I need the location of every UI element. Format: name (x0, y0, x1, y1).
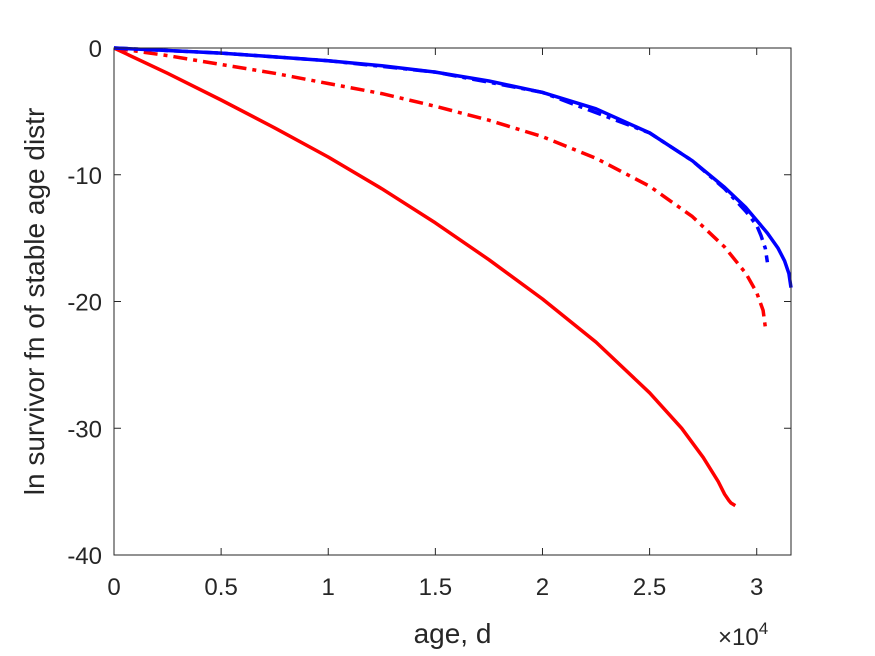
y-tick-label: -10 (67, 163, 102, 190)
series-line-4 (113, 46, 770, 263)
series-layer (113, 46, 793, 508)
x-axis-exponent: ×104 (718, 619, 768, 651)
y-tick-label: -20 (67, 290, 102, 317)
x-axis-exponent-power: 4 (759, 619, 768, 638)
x-tick-label: 1.5 (419, 574, 452, 601)
series-line-1 (113, 46, 737, 508)
x-tick-label: 2.5 (633, 574, 666, 601)
x-axis-exponent-base: ×10 (718, 624, 759, 651)
y-tick-label: -30 (67, 416, 102, 443)
x-tick-label: 0.5 (204, 574, 237, 601)
y-tick-label: -40 (67, 543, 102, 570)
y-tick-label: 0 (89, 36, 102, 63)
series-line-3 (113, 46, 793, 288)
tick-layer: 0 0.5 1 1.5 2 2.5 3 0 -10 -20 -30 -40 (67, 36, 791, 601)
x-tick-label: 1 (322, 574, 335, 601)
x-tick-label: 2 (536, 574, 549, 601)
x-tick-label: 3 (750, 574, 763, 601)
y-axis-label: ln survivor fn of stable age distr (19, 108, 50, 496)
series-line-2 (113, 46, 768, 328)
x-tick-label: 0 (107, 574, 120, 601)
x-axis-label: age, d (414, 618, 492, 649)
